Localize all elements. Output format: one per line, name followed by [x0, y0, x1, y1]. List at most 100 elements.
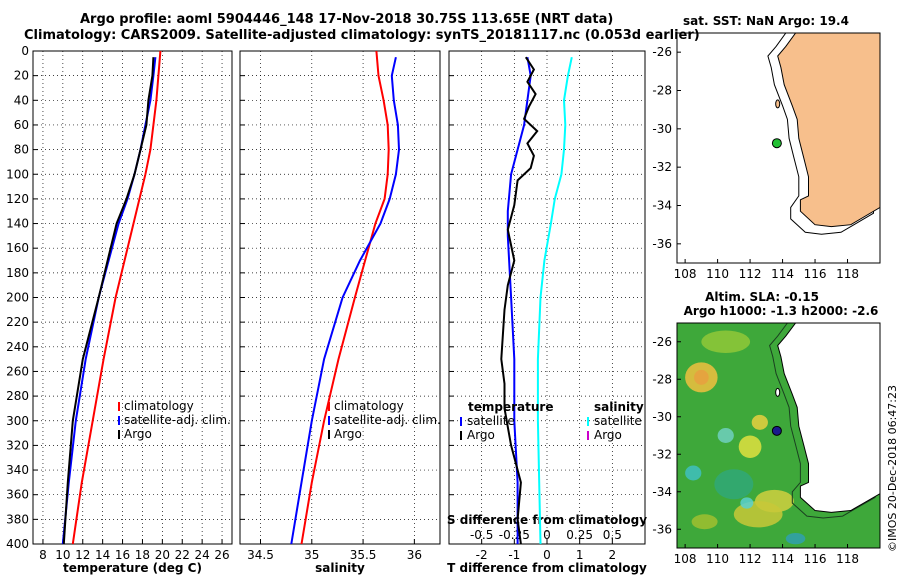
temperature-ytick-label: 220	[6, 315, 29, 329]
sla-ytick-label: -32	[652, 447, 672, 461]
sla-landmass	[777, 323, 880, 513]
difference-xtick-label: 2	[609, 548, 617, 562]
difference-stick-label: -0.5	[470, 528, 493, 542]
temperature-ytick-label: 260	[6, 364, 29, 378]
difference-legend-sal-label: Argo	[594, 428, 622, 442]
temperature-xtick-label: 20	[155, 548, 170, 562]
sla-map-layer	[677, 323, 880, 548]
temperature-legend-label: climatology	[124, 399, 194, 413]
figure-title-line2: Climatology: CARS2009. Satellite-adjuste…	[24, 28, 700, 43]
difference-frame	[448, 50, 646, 545]
sla-anomaly-patch	[701, 330, 751, 353]
salinity-xtick-label: 36	[407, 548, 422, 562]
sst-frame	[676, 32, 881, 264]
sla-map-title: Altim. SLA: -0.15	[705, 290, 819, 304]
temperature-legend-label: satellite-adj. clim.	[124, 413, 231, 427]
sla-ytick-label: -26	[652, 335, 672, 349]
sla-float-marker	[771, 425, 782, 436]
sla-map-subtitle: Argo h1000: -1.3 h2000: -2.6	[684, 304, 879, 318]
sst-xtick-label: 112	[739, 267, 762, 281]
sla-shelf-contour	[769, 323, 876, 519]
salinity-xtick-label: 35	[304, 548, 319, 562]
temperature-ytick-label: 360	[6, 488, 29, 502]
temperature-legend-label: Argo	[124, 427, 152, 441]
sst-landmass	[777, 33, 880, 228]
temperature-series-satellite-adj-clim-	[61, 57, 157, 545]
temperature-ytick-label: 20	[14, 69, 29, 83]
sst-ytick-label: -28	[652, 84, 672, 98]
salinity-legend-label: climatology	[334, 399, 404, 413]
temperature-xlabel: temperature (deg C)	[63, 561, 202, 575]
sla-anomaly-patch	[785, 533, 806, 545]
temperature-ytick-label: 300	[6, 414, 29, 428]
temperature-ytick-label: 320	[6, 438, 29, 452]
sla-anomaly-patch	[738, 435, 762, 458]
temperature-xtick-label: 16	[115, 548, 130, 562]
sla-anomaly-patch	[685, 465, 702, 481]
sst-ytick-label: -26	[652, 45, 672, 59]
temperature-ytick-label: 100	[6, 167, 29, 181]
sst-float-marker	[771, 138, 782, 149]
temperature-ytick-label: 240	[6, 340, 29, 354]
temperature-ytick-label: 80	[14, 143, 29, 157]
sla-anomaly-patch	[740, 497, 754, 509]
sla-anomaly-patch	[694, 369, 709, 385]
sla-ytick-label: -30	[652, 410, 672, 424]
temperature-ytick-label: 200	[6, 291, 29, 305]
sla-ytick-label: -28	[652, 372, 672, 386]
temperature-ytick-label: 60	[14, 118, 29, 132]
temperature-xtick-label: 14	[95, 548, 110, 562]
salinity-series-satellite-adj-clim-	[290, 56, 401, 545]
difference-top-label: S difference from climatology	[447, 513, 647, 527]
salinity-series-climatology	[300, 50, 390, 545]
salinity-xtick-label: 35.5	[350, 548, 377, 562]
sst-xtick-label: 118	[836, 267, 859, 281]
sla-ytick-label: -36	[652, 522, 672, 536]
salinity-xlabel: salinity	[315, 561, 365, 575]
difference-legend-temp-title: temperature	[468, 400, 553, 414]
temperature-ytick-label: 40	[14, 93, 29, 107]
sla-frame	[676, 322, 881, 549]
difference-series-t-satellite	[506, 57, 532, 544]
difference-stick-label: -0.25	[499, 528, 530, 542]
temperature-xtick-label: 8	[39, 548, 47, 562]
difference-stick-label: 0	[543, 528, 551, 542]
temperature-xtick-label: 22	[175, 548, 190, 562]
sst-xtick-label: 108	[674, 267, 697, 281]
sla-anomaly-patch	[717, 428, 734, 443]
salinity-legend-label: Argo	[334, 427, 362, 441]
copyright-label: ©IMOS 20-Dec-2018 06:47:23	[886, 385, 899, 552]
sst-ytick-label: -34	[652, 199, 672, 213]
sst-xtick-label: 114	[771, 267, 794, 281]
difference-xtick-label: 0	[543, 548, 551, 562]
temperature-xtick-label: 12	[75, 548, 90, 562]
sst-ytick-label: -36	[652, 237, 672, 251]
sst-ytick-label: -32	[652, 160, 672, 174]
temperature-xtick-label: 18	[135, 548, 150, 562]
salinity-frame	[239, 50, 441, 545]
sst-island	[775, 99, 781, 109]
sla-xtick-label: 112	[739, 552, 762, 566]
sst-map-layer	[767, 33, 880, 235]
temperature-ytick-label: 400	[6, 537, 29, 551]
sla-anomaly-patch	[714, 469, 754, 500]
sst-xtick-label: 116	[804, 267, 827, 281]
sla-xtick-label: 110	[706, 552, 729, 566]
difference-series-s-satellite	[536, 56, 573, 545]
temperature-ytick-label: 180	[6, 266, 29, 280]
difference-stick-label: 0.25	[566, 528, 593, 542]
temperature-ytick-label: 120	[6, 192, 29, 206]
temperature-series-climatology	[71, 50, 162, 545]
difference-xtick-label: -2	[476, 548, 488, 562]
difference-legend-temp-label: Argo	[467, 428, 495, 442]
sla-xtick-label: 116	[804, 552, 827, 566]
sst-xtick-label: 110	[706, 267, 729, 281]
sst-shelf-contour	[767, 33, 874, 235]
difference-legend-sal-title: salinity	[594, 400, 644, 414]
temperature-ytick-label: 280	[6, 389, 29, 403]
sla-xtick-label: 108	[674, 552, 697, 566]
sla-anomaly-patch	[751, 414, 768, 430]
temperature-ytick-label: 340	[6, 463, 29, 477]
